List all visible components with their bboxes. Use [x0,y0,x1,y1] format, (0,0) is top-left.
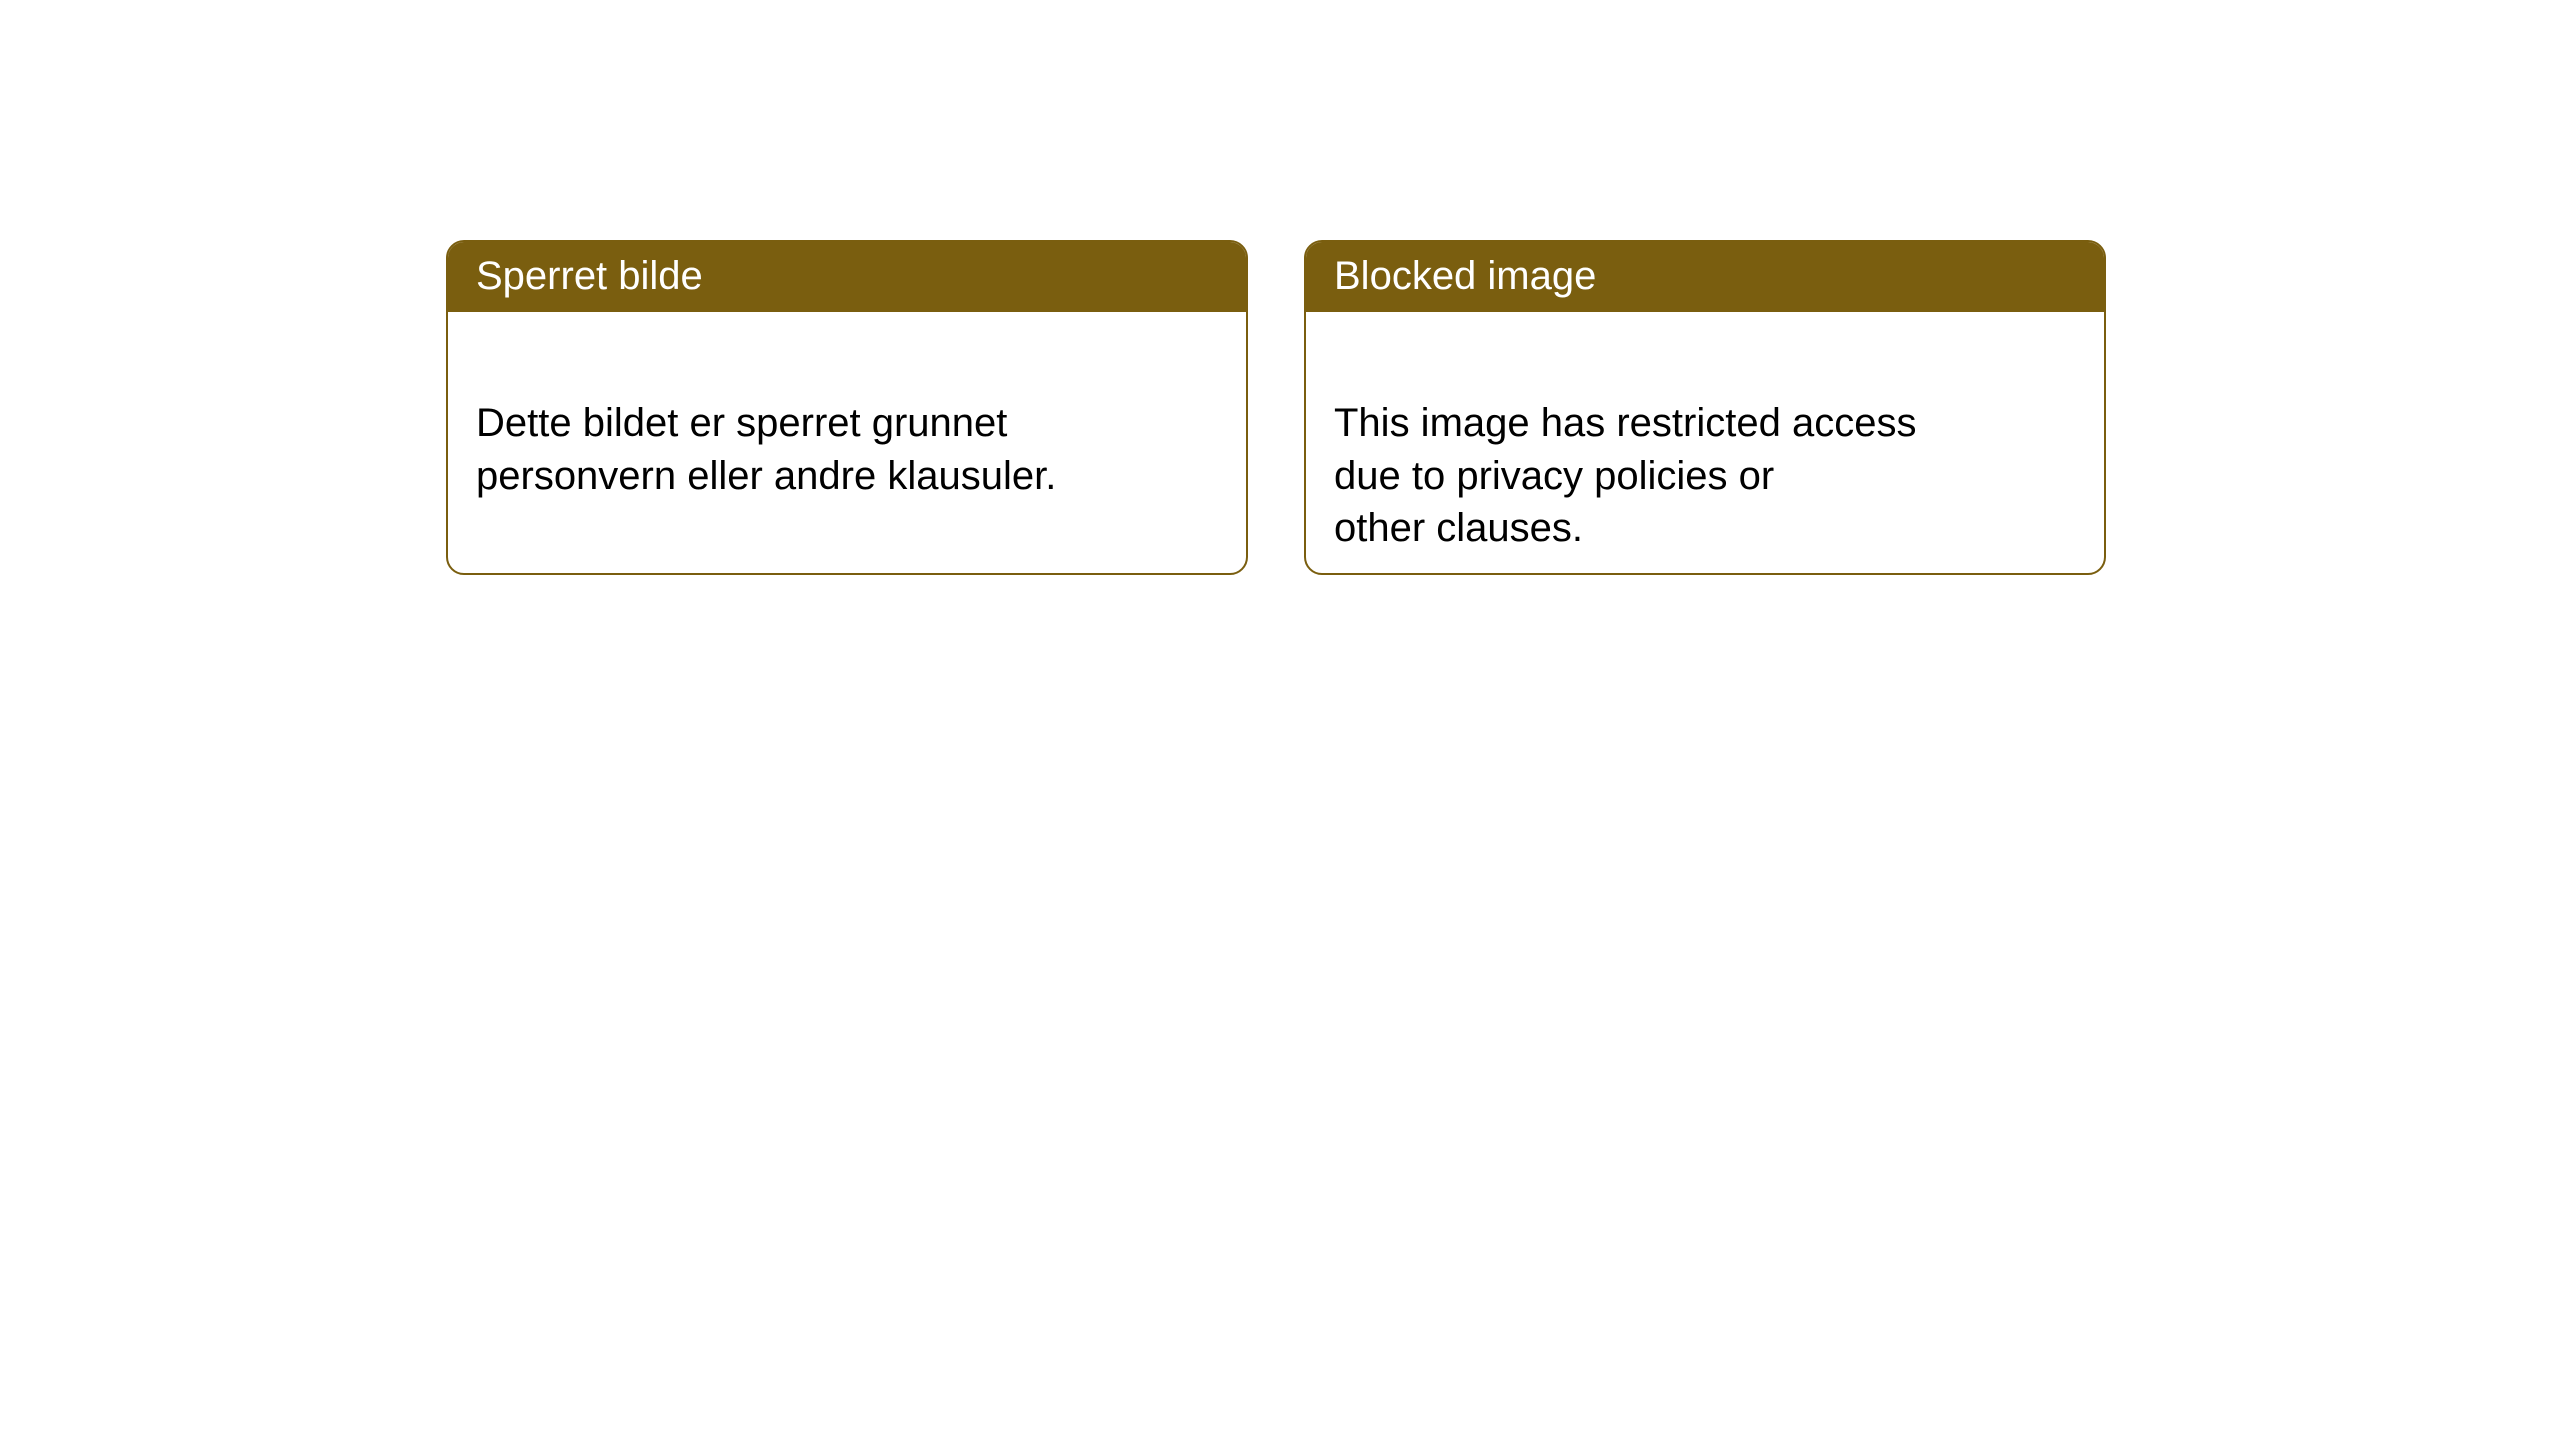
notice-title: Blocked image [1334,254,1596,298]
notice-body: Dette bildet er sperret grunnet personve… [448,312,1246,534]
notice-card-english: Blocked image This image has restricted … [1304,240,2106,575]
notice-header: Sperret bilde [448,242,1246,312]
notice-body: This image has restricted access due to … [1306,312,2104,575]
notice-header: Blocked image [1306,242,2104,312]
notice-message: This image has restricted access due to … [1334,401,1916,551]
notice-card-norwegian: Sperret bilde Dette bildet er sperret gr… [446,240,1248,575]
notice-title: Sperret bilde [476,254,703,298]
notice-message: Dette bildet er sperret grunnet personve… [476,401,1056,498]
notice-container: Sperret bilde Dette bildet er sperret gr… [0,0,2560,575]
